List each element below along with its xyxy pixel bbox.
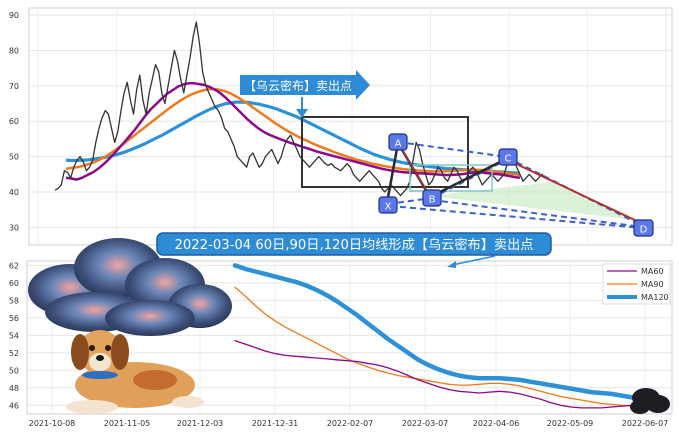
inner-green-box [409, 164, 493, 192]
sell-signal-banner: 2022-03-04 60日,90日,120日均线形成【乌云密布】卖出点 [156, 232, 552, 268]
dashed-line-x-d [389, 205, 644, 229]
bottom-x-tick: 2022-05-09 [547, 419, 594, 428]
bottom-y-tick: 46 [9, 401, 19, 410]
bottom-y-tick: 60 [9, 279, 19, 288]
callout-pointer-head [296, 109, 308, 118]
small-cloud-puff-2 [646, 395, 670, 413]
top-gridlines [29, 8, 672, 245]
top-y-tick: 30 [9, 223, 19, 232]
top-y-tick-labels: 30 40 50 60 70 80 90 [9, 11, 19, 232]
dog-belly-spot [133, 370, 177, 390]
dashed-line-b-d [431, 199, 644, 228]
small-cloud-puff-3 [630, 400, 650, 414]
storm-cloud-illustration [28, 238, 232, 336]
dog-collar [82, 371, 118, 379]
point-marker-d: D [633, 219, 654, 237]
dog-eye-right [105, 345, 111, 351]
point-marker-a-label: A [395, 139, 402, 150]
point-marker-c-box [498, 148, 518, 166]
banner-box [156, 232, 552, 256]
bottom-x-tick: 2021-10-08 [29, 419, 76, 428]
bottom-x-tick-labels: 2021-10-08 2021-11-05 2021-12-03 2021-12-31… [29, 419, 669, 428]
bottom-x-tick: 2022-04-06 [473, 419, 520, 428]
banner-pointer-line [451, 255, 496, 266]
ma-purple-line [65, 82, 521, 181]
dog-nose [96, 355, 104, 361]
top-panel: 30 40 50 60 70 80 90 A B [9, 7, 673, 246]
point-marker-x: X [378, 196, 398, 214]
top-y-tick: 80 [9, 46, 19, 55]
bottom-y-tick: 62 [9, 261, 19, 270]
bottom-y-tick: 56 [9, 314, 19, 323]
point-marker-a: A [388, 133, 408, 151]
bottom-x-tick: 2021-11-05 [104, 419, 151, 428]
point-marker-x-label: X [385, 202, 392, 213]
point-marker-c-label: C [505, 154, 512, 165]
dog-eye-left [89, 345, 95, 351]
ma-blue-line [65, 100, 521, 175]
red-line-c-d [507, 159, 644, 225]
point-marker-a-box [388, 133, 408, 151]
point-marker-d-label: D [640, 225, 648, 236]
ma90-line [234, 286, 633, 407]
top-y-tick: 70 [9, 82, 19, 91]
bottom-series-group [232, 263, 635, 409]
point-marker-b-label: B [429, 195, 436, 206]
dog-front-paws [66, 400, 118, 414]
top-y-tick: 40 [9, 188, 19, 197]
bottom-x-tick: 2021-12-31 [252, 419, 299, 428]
bottom-y-tick: 50 [9, 366, 19, 375]
point-marker-x-box [378, 196, 398, 214]
ma60-line [234, 339, 633, 409]
banner-text: 2022-03-04 60日,90日,120日均线形成【乌云密布】卖出点 [175, 236, 534, 253]
dog-back-paw [172, 396, 204, 408]
bottom-y-tick: 58 [9, 296, 19, 305]
dashed-line-a-c [397, 141, 509, 158]
top-y-tick: 50 [9, 153, 19, 162]
dog-head [78, 330, 122, 374]
legend-label-ma60: MA60 [641, 267, 664, 276]
sell-point-arrow-callout: 【乌云密布】卖出点 [240, 70, 370, 118]
bottom-x-tick: 2021-12-03 [177, 419, 224, 428]
ma-orange-line [65, 87, 521, 177]
dog-ear-left [71, 334, 89, 370]
callout-arrow-shape [240, 70, 370, 100]
top-y-tick: 90 [9, 11, 19, 20]
bottom-y-tick: 54 [9, 331, 19, 340]
cloud-puff-6 [105, 300, 195, 336]
banner-pointer-head [447, 261, 456, 268]
dog-illustration [66, 330, 204, 414]
ma120-line [232, 263, 635, 400]
red-line-a-b [399, 145, 429, 194]
bottom-x-tick: 2022-06-07 [622, 419, 669, 428]
callout-arrow-label: 【乌云密布】卖出点 [244, 78, 352, 93]
dog-ear-right [111, 334, 129, 370]
point-marker-c: C [498, 148, 518, 166]
bottom-y-tick: 52 [9, 349, 19, 358]
point-marker-b-box [422, 189, 442, 207]
bottom-y-tick-labels: 46 48 50 52 54 56 58 60 62 [9, 261, 19, 410]
small-storm-cloud-icon [630, 388, 670, 414]
point-marker-d-box [633, 219, 654, 237]
bottom-x-tick: 2022-02-07 [327, 419, 374, 428]
bottom-y-tick: 48 [9, 384, 19, 393]
top-y-tick: 60 [9, 117, 19, 126]
legend-label-ma120: MA120 [641, 293, 669, 302]
bottom-x-tick: 2022-03-07 [402, 419, 449, 428]
dashed-line-x-b [387, 197, 433, 205]
point-marker-b: B [422, 189, 442, 207]
solid-line-x-a [385, 142, 400, 204]
top-series-group [54, 21, 546, 197]
legend-label-ma90: MA90 [641, 280, 664, 289]
dog-muzzle [89, 353, 111, 371]
legend: MA60 MA90 MA120 [602, 263, 671, 305]
solid-line-b-c [429, 156, 509, 199]
